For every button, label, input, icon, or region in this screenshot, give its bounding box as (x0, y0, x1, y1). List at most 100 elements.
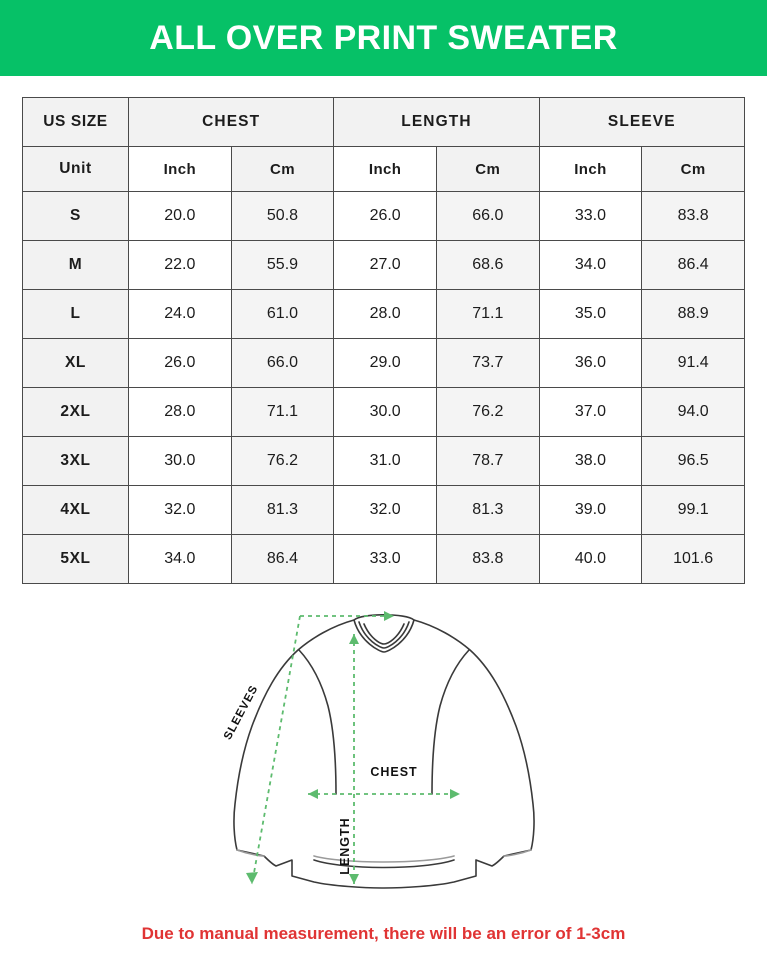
shoulder-seam-right (430, 649, 470, 795)
unit-header-sleeve-cm: Cm (641, 146, 745, 192)
group-header-us-size: US SIZE (22, 97, 129, 147)
cell-sleeve-in: 38.0 (538, 436, 643, 486)
cell-chest-in: 20.0 (128, 191, 232, 241)
group-header-sleeve: SLEEVE (538, 97, 746, 147)
sleeve-arrow-top (383, 611, 394, 621)
cell-chest-cm: 76.2 (230, 436, 335, 486)
cell-sleeve-in: 35.0 (538, 289, 643, 339)
cell-sleeve-cm: 88.9 (641, 289, 745, 339)
cell-size-label: M (22, 240, 129, 290)
cell-chest-cm: 86.4 (230, 534, 335, 584)
cell-chest-cm: 61.0 (230, 289, 335, 339)
cell-sleeve-in: 37.0 (538, 387, 643, 437)
cell-length-in: 29.0 (333, 338, 437, 388)
cell-length-cm: 66.0 (435, 191, 540, 241)
cell-length-cm: 73.7 (435, 338, 540, 388)
collar-inner (362, 623, 405, 645)
table-header: US SIZE CHEST LENGTH SLEEVE Unit Inch Cm… (22, 97, 746, 192)
cell-chest-in: 28.0 (128, 387, 232, 437)
cell-chest-cm: 55.9 (230, 240, 335, 290)
collar-middle (357, 621, 410, 649)
cell-chest-cm: 50.8 (230, 191, 335, 241)
cell-chest-in: 34.0 (128, 534, 232, 584)
sweater-outline (232, 614, 535, 889)
cell-length-in: 27.0 (333, 240, 437, 290)
collar-outer (352, 619, 415, 653)
cell-chest-in: 30.0 (128, 436, 232, 486)
sleeve-arrow-bottom (245, 872, 258, 884)
cell-sleeve-in: 39.0 (538, 485, 643, 535)
cell-length-cm: 68.6 (435, 240, 540, 290)
cell-sleeve-in: 36.0 (538, 338, 643, 388)
cell-chest-in: 32.0 (128, 485, 232, 535)
cell-chest-cm: 81.3 (230, 485, 335, 535)
chest-arrow-right (449, 789, 460, 799)
length-arrow-bottom (348, 874, 359, 884)
chest-arrow-left (307, 789, 318, 799)
table-row: M 22.0 55.9 27.0 68.6 34.0 86.4 (22, 240, 745, 290)
page-title: ALL OVER PRINT SWEATER (149, 18, 618, 57)
table-group-header-row: US SIZE CHEST LENGTH SLEEVE (22, 97, 746, 147)
cell-sleeve-in: 33.0 (538, 191, 643, 241)
table-row: S 20.0 50.8 26.0 66.0 33.0 83.8 (22, 191, 745, 241)
unit-header-length-cm: Cm (435, 146, 540, 192)
length-label: LENGTH (338, 817, 352, 874)
cell-length-in: 32.0 (333, 485, 437, 535)
cuff-line-right (502, 849, 532, 857)
table-body: S 20.0 50.8 26.0 66.0 33.0 83.8 M 22.0 55.9 27.0 68… (22, 191, 745, 584)
cell-chest-in: 26.0 (128, 338, 232, 388)
cell-size-label: L (22, 289, 129, 339)
unit-header-chest-cm: Cm (230, 146, 335, 192)
cell-length-in: 28.0 (333, 289, 437, 339)
shoulder-seam-left (297, 649, 337, 795)
unit-header-chest-inch: Inch (128, 146, 232, 192)
unit-header-length-inch: Inch (333, 146, 437, 192)
table-row: 2XL 28.0 71.1 30.0 76.2 37.0 94.0 (22, 387, 745, 437)
cell-size-label: S (22, 191, 129, 241)
cell-sleeve-cm: 94.0 (641, 387, 745, 437)
measurement-guides (250, 615, 460, 885)
header-banner: ALL OVER PRINT SWEATER (0, 0, 767, 76)
hem-ribbing-line (312, 859, 455, 869)
cell-chest-in: 22.0 (128, 240, 232, 290)
sweater-diagram-svg: CHEST LENGTH SLEEVES (221, 611, 535, 889)
cell-length-in: 33.0 (333, 534, 437, 584)
length-arrow-top (348, 634, 359, 644)
cell-size-label: 5XL (22, 534, 129, 584)
unit-header-sleeve-inch: Inch (538, 146, 643, 192)
sweater-diagram: CHEST LENGTH SLEEVES (0, 598, 767, 918)
cell-length-cm: 76.2 (435, 387, 540, 437)
table-row: 3XL 30.0 76.2 31.0 78.7 38.0 96.5 (22, 436, 745, 486)
cell-sleeve-cm: 86.4 (641, 240, 745, 290)
cell-sleeve-cm: 99.1 (641, 485, 745, 535)
sleeve-guide-diagonal (250, 615, 301, 885)
table-unit-header-row: Unit Inch Cm Inch Cm Inch Cm (22, 146, 745, 192)
cell-length-cm: 83.8 (435, 534, 540, 584)
cell-sleeve-cm: 91.4 (641, 338, 745, 388)
measurement-arrowheads (245, 611, 460, 884)
cell-length-cm: 81.3 (435, 485, 540, 535)
table-row: L 24.0 61.0 28.0 71.1 35.0 88.9 (22, 289, 745, 339)
cell-length-in: 26.0 (333, 191, 437, 241)
cell-size-label: 4XL (22, 485, 129, 535)
size-table-container: US SIZE CHEST LENGTH SLEEVE Unit Inch Cm… (0, 76, 767, 584)
table-row: 5XL 34.0 86.4 33.0 83.8 40.0 101.6 (22, 534, 745, 584)
cell-size-label: XL (22, 338, 129, 388)
size-chart-table: US SIZE CHEST LENGTH SLEEVE Unit Inch Cm… (22, 97, 746, 584)
table-row: XL 26.0 66.0 29.0 73.7 36.0 91.4 (22, 338, 745, 388)
cuff-line-left (235, 849, 265, 857)
cell-length-in: 30.0 (333, 387, 437, 437)
cell-chest-cm: 66.0 (230, 338, 335, 388)
cell-chest-in: 24.0 (128, 289, 232, 339)
cell-length-cm: 78.7 (435, 436, 540, 486)
cell-size-label: 2XL (22, 387, 129, 437)
group-header-chest: CHEST (127, 97, 335, 147)
cell-sleeve-in: 40.0 (538, 534, 643, 584)
cell-length-in: 31.0 (333, 436, 437, 486)
cell-sleeve-cm: 96.5 (641, 436, 745, 486)
cell-sleeve-cm: 101.6 (641, 534, 745, 584)
cell-size-label: 3XL (22, 436, 129, 486)
cell-chest-cm: 71.1 (230, 387, 335, 437)
chest-label: CHEST (370, 765, 417, 779)
cell-sleeve-cm: 83.8 (641, 191, 745, 241)
